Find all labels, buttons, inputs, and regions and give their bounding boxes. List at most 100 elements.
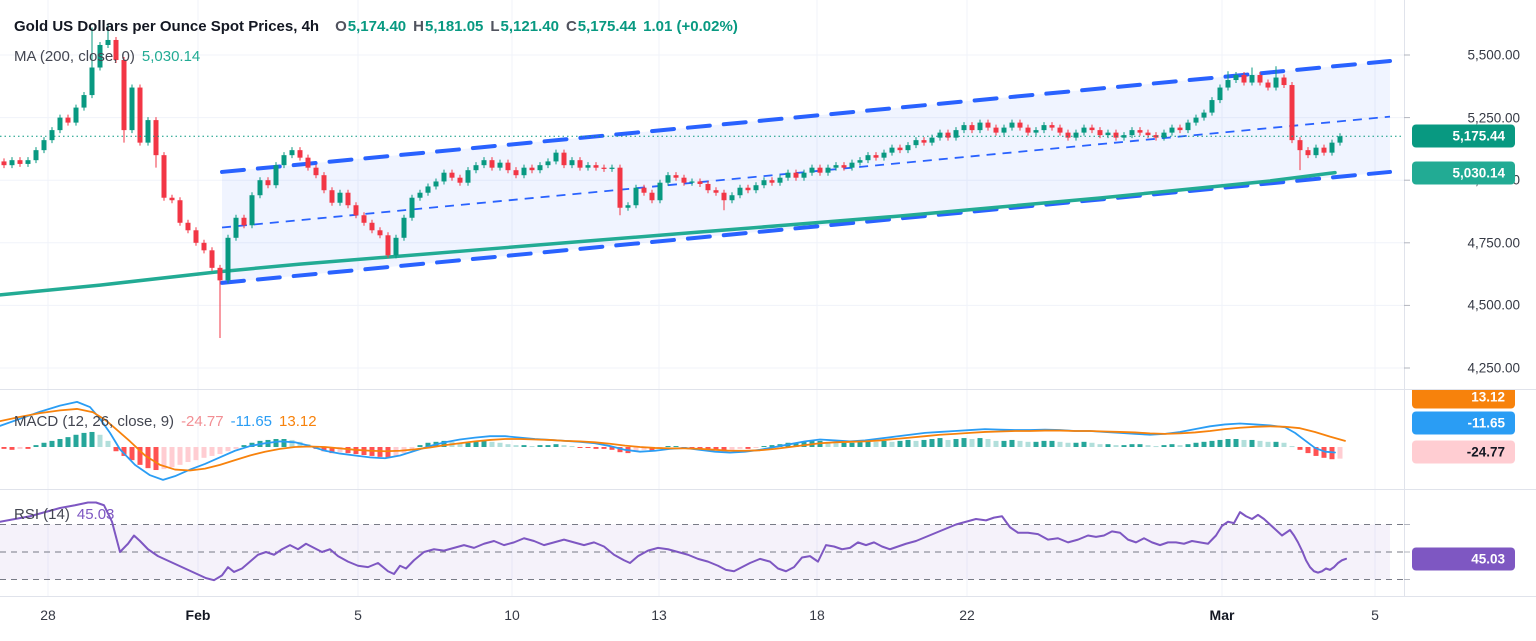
macd-hist-bar [193,447,199,461]
candle-body [49,130,55,141]
candle-body [537,165,543,171]
candle-body [1017,122,1023,128]
candle-body [1273,77,1279,88]
macd-hist-bar [81,432,87,447]
candle-body [481,160,487,166]
candle-body [1025,127,1031,133]
channel-fill [222,61,1390,283]
macd-hist-bar [1289,446,1295,448]
macd-hist-bar [1025,441,1031,447]
macd-hist-bar [465,442,471,447]
candle-body [1217,87,1223,101]
macd-hist-bar [937,438,943,447]
macd-hist-bar [337,447,343,453]
rsi-line [0,501,1347,582]
candle-body [897,147,903,151]
macd-hist-bar [1049,440,1055,447]
candle-body [881,152,887,158]
candle-body [1113,132,1119,138]
macd-hist-bar [489,441,495,447]
candle-body [1145,132,1151,136]
macd-hist-bar [481,440,487,447]
candle-body [433,181,439,187]
time-axis-label: Feb [185,607,211,623]
macd-hist-bar [385,447,391,458]
candle-body [1193,117,1199,123]
candle-body [449,172,455,178]
macd-hist-bar [129,447,135,461]
candle-body [201,242,207,251]
candle-body [617,167,623,208]
candle-body [1097,130,1103,136]
macd-hist-bar [585,447,591,448]
macd-hist-bar [225,447,231,452]
channel-lower-line [220,169,1392,285]
candle-body [353,205,359,216]
macd-hist-bar [1017,440,1023,447]
candle-body [921,140,927,143]
candle-body [905,145,911,151]
macd-hist-bar [921,439,927,447]
macd-hist-bar [929,439,935,447]
macd-hist-bar [1073,442,1079,447]
candle-body [849,162,855,168]
candle-body [737,187,743,196]
macd-hist-bar [1145,445,1151,447]
candle-body [1065,132,1071,138]
macd-hist-bar [217,447,223,455]
last-price-badge: 5,175.44 [1412,124,1515,148]
candle-body [937,132,943,138]
macd-hist-bar [945,439,951,447]
macd-hist-bar [185,447,191,463]
macd-hist-bar [705,447,711,450]
macd-hist-bar [689,447,695,448]
macd-line [0,400,1336,481]
time-axis[interactable] [0,598,1536,641]
candle-body [889,147,895,153]
candle-body [273,165,279,186]
macd-hist-bar [1209,440,1215,447]
macd-hist-bar [521,445,527,447]
macd-hist-bar [233,447,239,449]
candle-body [337,192,343,203]
macd-hist-bar [1161,445,1167,447]
candle-body [793,172,799,178]
price-axis-label: 4,500.00 [1467,297,1520,313]
macd-hist-bar [1033,441,1039,447]
candle-body [1225,80,1231,88]
macd-hist-bar [1273,441,1279,447]
macd-hist-bar [737,447,743,449]
candle-body [721,192,727,201]
macd-hist-bar [1121,445,1127,447]
candle-body [169,197,175,201]
candle-body [1041,125,1047,131]
candle-body [1313,147,1319,156]
candle-body [1289,85,1295,141]
macd-hist-bar [1313,447,1319,456]
candle-body [577,160,583,168]
candle-body [625,205,631,208]
macd-hist-bar [857,441,863,447]
candle-body [689,181,695,183]
candle-body [297,150,303,158]
candle-body [697,181,703,184]
macd-hist-bar [25,447,31,449]
macd-hist-bar [441,440,447,447]
candle-body [545,161,551,166]
macd-hist-bar [329,447,335,454]
macd-hist-bar [289,439,295,447]
candle-body [33,150,39,161]
candle-body [41,140,47,151]
time-axis-label: 13 [651,607,667,623]
candle-body [769,180,775,183]
macd-hist-bar [1081,441,1087,447]
macd-hist-bar [1153,446,1159,448]
candle-body [401,217,407,238]
macd-hist-bar [1241,439,1247,447]
candle-body [137,87,143,143]
macd-hist-bar [897,440,903,447]
macd-hist-bar [1177,445,1183,447]
candle-body [809,167,815,173]
candle-body [657,182,663,201]
